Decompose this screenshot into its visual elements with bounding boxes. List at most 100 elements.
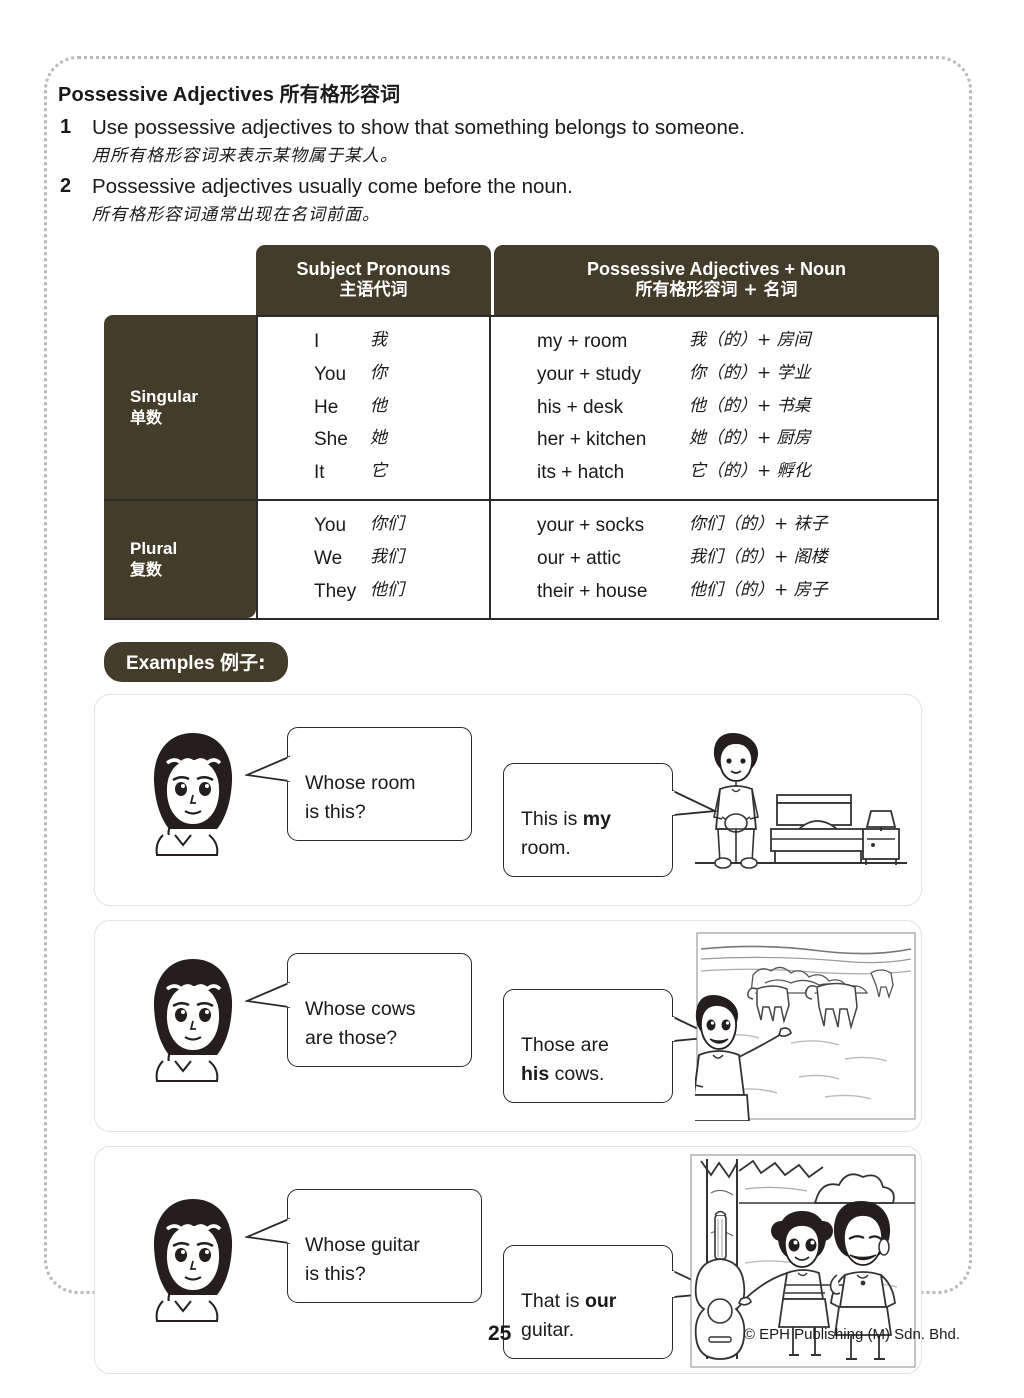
pronoun-cn: 他们 (370, 579, 404, 600)
pronoun-cn: 它 (370, 461, 387, 482)
copyright-notice: © EPH Publishing (M) Sdn. Bhd. (743, 1326, 960, 1343)
rule-text-cn: 所有格形容词通常出现在名词前面。 (92, 204, 380, 225)
page-title: Possessive Adjectives 所有格形容词 (58, 78, 964, 107)
pronoun-table: Subject Pronouns 主语代词 Possessive Adjecti… (104, 244, 939, 620)
answer-pre: This is (521, 807, 583, 830)
answer-post: room. (521, 837, 571, 860)
question-bubble-tail (245, 1217, 291, 1244)
table-header-row: Subject Pronouns 主语代词 Possessive Adjecti… (104, 244, 939, 315)
pronoun-en: You (314, 363, 347, 385)
row-label-en: Plural (130, 538, 178, 558)
possessive-cn: 你（的）+ 学业 (689, 362, 811, 383)
pronoun-line: It 它 (258, 457, 489, 490)
pronoun-en: He (314, 396, 339, 418)
pronoun-en: I (314, 330, 320, 352)
pronoun-en: You (314, 515, 347, 537)
possessive-line: its + hatch 它（的）+ 孵化 (537, 457, 937, 490)
possessive-en: my + room (537, 330, 628, 352)
pronoun-line: He 他 (258, 392, 489, 425)
possessive-line: your + socks 你们（的）+ 袜子 (537, 510, 937, 543)
possessive-en: your + study (537, 363, 642, 385)
possessive-line: your + study 你（的）+ 学业 (537, 359, 937, 392)
possessive-adjective-cell: my + room 我（的）+ 房间 your + study 你（的）+ 学业 h… (491, 314, 939, 500)
pronoun-line: You 你们 (258, 510, 489, 543)
row-label-cn: 复数 (130, 560, 163, 580)
answer-pre: That is (521, 1289, 585, 1312)
pronoun-cn: 她 (370, 428, 387, 449)
children-with-guitar-scene (690, 1154, 916, 1368)
table-header-subject-pronouns: Subject Pronouns 主语代词 (256, 244, 491, 315)
possessive-cn: 他（的）+ 书桌 (689, 395, 811, 416)
row-label-singular: Singular 单数 (104, 314, 256, 500)
pronoun-line: We 我们 (258, 543, 489, 576)
page-title-cn: 所有格形容词 (279, 82, 401, 106)
answer-bubble: This is my room. (503, 762, 673, 878)
row-label-cn: 单数 (130, 407, 163, 427)
rule-number: 2 (60, 174, 72, 197)
page-content: Possessive Adjectives 所有格形容词 1 Use posse… (56, 78, 964, 1388)
question-bubble: Whose room is this? (287, 726, 472, 842)
table-header-spacer (104, 245, 256, 315)
answer-post: guitar. (521, 1319, 575, 1342)
boy-pointing-at-cows-scene (695, 932, 916, 1121)
answer-bubble: That is our guitar. (503, 1244, 673, 1360)
rule-item: 2 Possessive adjectives usually come bef… (56, 172, 964, 229)
girl-thinking-icon (153, 958, 233, 1082)
pronoun-line: She 她 (258, 424, 489, 457)
possessive-cn: 我（的）+ 房间 (689, 329, 811, 350)
table-row: Plural 复数 You 你们 We 我们 They 他们 your + socks… (104, 501, 939, 620)
pronoun-en: She (314, 429, 348, 451)
pronoun-cn: 你 (370, 362, 387, 383)
pronoun-line: You 你 (258, 359, 489, 392)
rule-text-en: Use possessive adjectives to show that s… (92, 116, 745, 139)
question-text: Whose cows are those? (305, 997, 416, 1050)
possessive-cn: 我们（的）+ 阁楼 (689, 546, 828, 567)
rule-text-en: Possessive adjectives usually come befor… (92, 174, 573, 198)
row-label-en: Singular (130, 386, 199, 406)
question-text: Whose room is this? (305, 771, 416, 824)
girl-thinking-icon (153, 732, 233, 856)
question-bubble-tail (245, 755, 291, 782)
possessive-en: his + desk (537, 396, 624, 418)
example-panel: Whose cows are those? Those are his cows… (94, 919, 922, 1132)
pronoun-en: They (314, 580, 357, 602)
boy-with-bed-scene (695, 732, 907, 869)
possessive-line: her + kitchen 她（的）+ 厨房 (537, 424, 937, 457)
row-label-plural: Plural 复数 (104, 501, 256, 618)
question-bubble-tail (245, 981, 291, 1008)
possessive-line: their + house 他们（的）+ 房子 (537, 576, 937, 609)
pronoun-cn: 他 (370, 395, 387, 416)
pronoun-en: We (314, 547, 343, 569)
possessive-line: his + desk 他（的）+ 书桌 (537, 392, 937, 425)
rule-item: 1 Use possessive adjectives to show that… (56, 113, 964, 170)
possessive-cn: 他们（的）+ 房子 (689, 579, 828, 600)
header-en: Possessive Adjectives + Noun (587, 258, 846, 279)
possessive-en: their + house (537, 580, 648, 602)
possessive-en: its + hatch (537, 462, 625, 484)
examples-badge-en: Examples (126, 652, 215, 674)
table-header-possessive-adjectives: Possessive Adjectives + Noun 所有格形容词 + 名词 (494, 244, 939, 315)
rule-text-cn: 用所有格形容词来表示某物属于某人。 (92, 145, 398, 166)
header-cn: 主语代词 (339, 280, 408, 301)
answer-pre: Those are (521, 1033, 609, 1056)
possessive-en: her + kitchen (537, 429, 647, 451)
question-text: Whose guitar is this? (305, 1233, 420, 1286)
answer-bubble-tail (671, 789, 719, 816)
possessive-line: our + attic 我们（的）+ 阁楼 (537, 543, 937, 576)
rule-number: 1 (60, 116, 72, 138)
answer-post: cows. (549, 1063, 605, 1086)
page-title-en: Possessive Adjectives (58, 84, 274, 106)
header-en: Subject Pronouns (296, 258, 451, 279)
answer-bold: his (521, 1063, 550, 1086)
possessive-en: your + socks (537, 515, 645, 537)
possessive-en: our + attic (537, 547, 621, 569)
possessive-cn: 她（的）+ 厨房 (689, 428, 811, 449)
subject-pronoun-cell: You 你们 We 我们 They 他们 (256, 501, 491, 618)
question-bubble: Whose cows are those? (287, 952, 472, 1068)
pronoun-cn: 我 (370, 329, 387, 350)
answer-bubble: Those are his cows. (503, 988, 673, 1104)
examples-badge: Examples 例子: (104, 641, 288, 682)
